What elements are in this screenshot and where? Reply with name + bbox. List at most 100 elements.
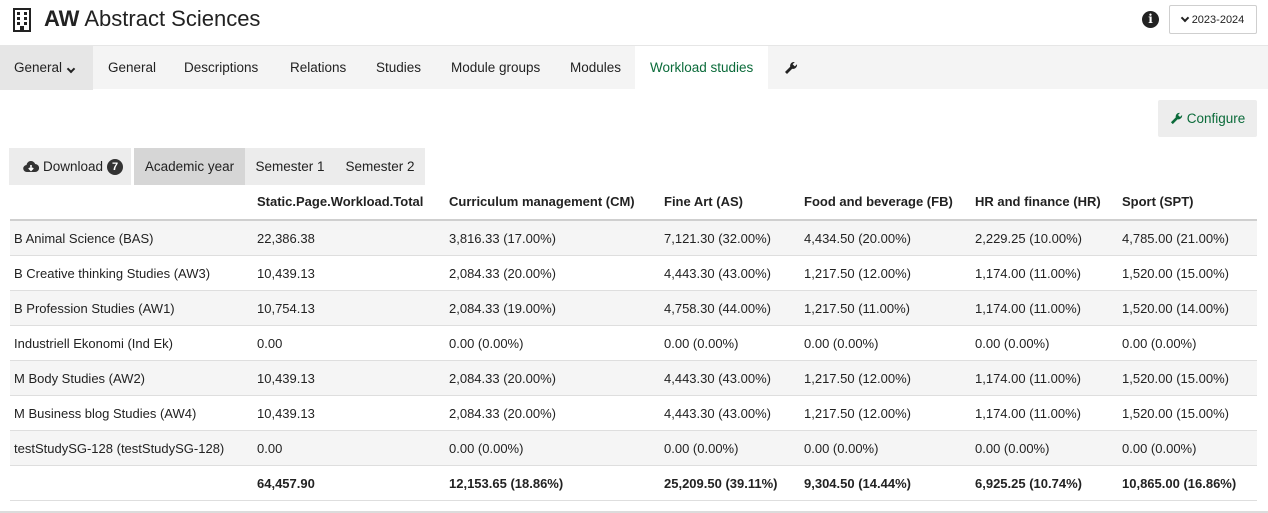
tab-descriptions[interactable]: Descriptions xyxy=(184,60,259,75)
table-header-row: Static.Page.Workload.Total Curriculum ma… xyxy=(10,186,1257,221)
table-row: Industriell Ekonomi (Ind Ek) 0.00 0.00 (… xyxy=(10,326,1257,361)
table-cell: 2,084.33 (20.00%) xyxy=(449,406,556,421)
tab-relations[interactable]: Relations xyxy=(290,60,347,75)
download-button[interactable]: Download 7 xyxy=(9,148,131,185)
column-header[interactable]: Curriculum management (CM) xyxy=(449,194,635,209)
table-cell: 2,084.33 (19.00%) xyxy=(449,301,556,316)
tab-modules[interactable]: Modules xyxy=(570,60,622,75)
total-cell: 25,209.50 (39.11%) xyxy=(664,476,778,491)
column-header[interactable]: Sport (SPT) xyxy=(1122,194,1194,209)
period-toolbar: Download 7 Academic year Semester 1 Seme… xyxy=(9,148,425,185)
table-cell: 0.00 (0.00%) xyxy=(975,441,1050,456)
table-cell: 4,443.30 (43.00%) xyxy=(664,406,771,421)
table-cell: B Creative thinking Studies (AW3) xyxy=(14,266,211,281)
total-cell: 64,457.90 xyxy=(257,476,315,491)
table-cell: 4,785.00 (21.00%) xyxy=(1122,231,1229,246)
tab-studies[interactable]: Studies xyxy=(376,60,422,75)
table-cell: 0.00 (0.00%) xyxy=(1122,441,1197,456)
table-cell: 0.00 xyxy=(257,441,283,456)
building-icon xyxy=(13,8,31,32)
tab-module-groups[interactable]: Module groups xyxy=(451,60,541,75)
table-cell: 4,758.30 (44.00%) xyxy=(664,301,771,316)
download-label: Download xyxy=(43,159,104,174)
table-cell: 0.00 (0.00%) xyxy=(975,336,1050,351)
table-cell: 1,217.50 (12.00%) xyxy=(804,371,911,386)
table-cell: M Business blog Studies (AW4) xyxy=(14,406,197,421)
table-row: M Body Studies (AW2) 10,439.13 2,084.33 … xyxy=(10,361,1257,396)
table-cell: 22,386.38 xyxy=(257,231,315,246)
cloud-download-icon xyxy=(23,161,39,173)
nav-dropdown-general[interactable]: General xyxy=(0,46,93,90)
column-header[interactable]: Fine Art (AS) xyxy=(664,194,743,209)
title-name: Abstract Sciences xyxy=(84,6,261,31)
configure-label: Configure xyxy=(1186,111,1246,126)
table-cell: 0.00 xyxy=(257,336,283,351)
total-cell: 12,153.65 (18.86%) xyxy=(449,476,564,491)
table-row: B Creative thinking Studies (AW3) 10,439… xyxy=(10,256,1257,291)
table-cell: 2,084.33 (20.00%) xyxy=(449,266,556,281)
tab-general[interactable]: General xyxy=(108,60,157,75)
table-row: B Animal Science (BAS) 22,386.38 3,816.3… xyxy=(10,221,1257,256)
table-cell: 0.00 (0.00%) xyxy=(664,441,739,456)
page-header: AW Abstract Sciences i 2023-2024 xyxy=(0,0,1268,44)
table-cell: 4,443.30 (43.00%) xyxy=(664,266,771,281)
table-cell: 10,754.13 xyxy=(257,301,315,316)
table-cell: 1,520.00 (15.00%) xyxy=(1122,371,1229,386)
period-semester-2[interactable]: Semester 2 xyxy=(335,148,425,185)
table-cell: 0.00 (0.00%) xyxy=(449,441,524,456)
nav-dropdown-label: General xyxy=(14,60,63,75)
table-cell: 1,217.50 (11.00%) xyxy=(804,301,910,316)
nav-bar: General General Descriptions Relations S… xyxy=(0,45,1268,90)
configure-button[interactable]: Configure xyxy=(1158,100,1257,137)
table-cell: 3,816.33 (17.00%) xyxy=(449,231,556,246)
column-header[interactable]: Food and beverage (FB) xyxy=(804,194,953,209)
chevron-down-icon xyxy=(1180,13,1189,23)
table-cell: 1,174.00 (11.00%) xyxy=(975,371,1081,386)
table-cell: 0.00 (0.00%) xyxy=(804,336,879,351)
title-code: AW xyxy=(44,6,80,31)
column-header[interactable]: HR and finance (HR) xyxy=(975,194,1101,209)
table-cell: 1,174.00 (11.00%) xyxy=(975,406,1081,421)
table-cell: 1,520.00 (15.00%) xyxy=(1122,266,1229,281)
table-cell: 2,229.25 (10.00%) xyxy=(975,231,1082,246)
total-cell: 9,304.50 (14.44%) xyxy=(804,476,911,491)
wrench-icon xyxy=(1170,112,1182,125)
page-title: AW Abstract Sciences xyxy=(44,6,260,32)
download-count-badge: 7 xyxy=(107,158,124,175)
table-row: testStudySG-128 (testStudySG-128) 0.00 0… xyxy=(10,431,1257,466)
table-cell: 1,520.00 (15.00%) xyxy=(1122,406,1229,421)
period-academic-year[interactable]: Academic year xyxy=(134,148,245,185)
table-cell: Industriell Ekonomi (Ind Ek) xyxy=(14,336,173,351)
table-cell: 10,439.13 xyxy=(257,406,315,421)
column-header[interactable]: Static.Page.Workload.Total xyxy=(257,194,424,209)
divider xyxy=(0,511,1268,513)
table-cell: 1,174.00 (11.00%) xyxy=(975,301,1081,316)
info-icon[interactable]: i xyxy=(1142,11,1159,28)
table-cell: 2,084.33 (20.00%) xyxy=(449,371,556,386)
table-cell: B Animal Science (BAS) xyxy=(14,231,154,246)
table-cell: B Profession Studies (AW1) xyxy=(14,301,175,316)
chevron-down-icon xyxy=(66,64,76,74)
table-cell: 1,217.50 (12.00%) xyxy=(804,266,911,281)
total-cell: 10,865.00 (16.86%) xyxy=(1122,476,1237,491)
year-selector-label: 2023-2024 xyxy=(1191,13,1245,26)
table-row: M Business blog Studies (AW4) 10,439.13 … xyxy=(10,396,1257,431)
table-cell: 1,520.00 (14.00%) xyxy=(1122,301,1229,316)
table-cell: M Body Studies (AW2) xyxy=(14,371,146,386)
table-cell: 0.00 (0.00%) xyxy=(1122,336,1197,351)
table-cell: 7,121.30 (32.00%) xyxy=(664,231,771,246)
year-selector-button[interactable]: 2023-2024 xyxy=(1169,5,1257,34)
table-cell: testStudySG-128 (testStudySG-128) xyxy=(14,441,225,456)
table-cell: 4,443.30 (43.00%) xyxy=(664,371,771,386)
period-semester-1[interactable]: Semester 1 xyxy=(245,148,335,185)
table-cell: 0.00 (0.00%) xyxy=(664,336,739,351)
table-cell: 1,217.50 (12.00%) xyxy=(804,406,911,421)
tab-workload-studies[interactable]: Workload studies xyxy=(635,46,769,90)
table-cell: 10,439.13 xyxy=(257,371,315,386)
workload-table: Static.Page.Workload.Total Curriculum ma… xyxy=(10,186,1257,501)
table-cell: 10,439.13 xyxy=(257,266,315,281)
wrench-icon[interactable] xyxy=(784,61,798,75)
table-totals-row: 64,457.90 12,153.65 (18.86%) 25,209.50 (… xyxy=(10,466,1257,501)
table-cell: 4,434.50 (20.00%) xyxy=(804,231,911,246)
table-cell: 0.00 (0.00%) xyxy=(449,336,524,351)
